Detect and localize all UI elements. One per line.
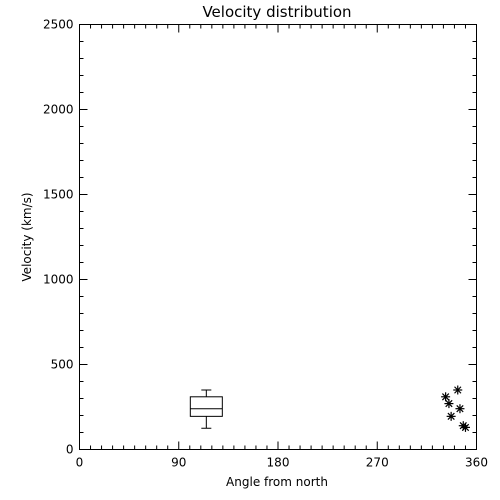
x-tick-label: 180 (267, 456, 290, 470)
y-tick-label: 0 (66, 443, 74, 457)
x-tick-labels: 0 90 180 270 360 (76, 456, 488, 470)
velocity-boxplot (189, 389, 223, 429)
plot-frame (79, 24, 477, 450)
data-point (460, 422, 470, 432)
data-point (453, 385, 463, 395)
data-point (455, 404, 465, 414)
y-tick-label: 500 (51, 358, 74, 372)
y-tick-label: 2500 (43, 18, 74, 32)
data-point (444, 399, 454, 409)
boxplot-box (189, 396, 223, 417)
data-point (441, 392, 451, 402)
data-point (446, 411, 456, 421)
x-axis-label: Angle from north (226, 475, 328, 489)
x-tick-label: 0 (76, 456, 84, 470)
data-points (441, 385, 470, 432)
y-tick-label: 2000 (43, 103, 74, 117)
y-tick-label: 1500 (43, 188, 74, 202)
y-tick-label: 1000 (43, 273, 74, 287)
y-axis-label: Velocity (km/s) (20, 192, 34, 281)
x-tick-label: 360 (465, 456, 488, 470)
x-tick-label: 90 (171, 456, 186, 470)
x-tick-label: 270 (366, 456, 389, 470)
chart-title: Velocity distribution (202, 3, 351, 21)
axis-ticks (79, 24, 477, 450)
y-tick-labels: 0 500 1000 1500 2000 2500 (43, 18, 74, 457)
